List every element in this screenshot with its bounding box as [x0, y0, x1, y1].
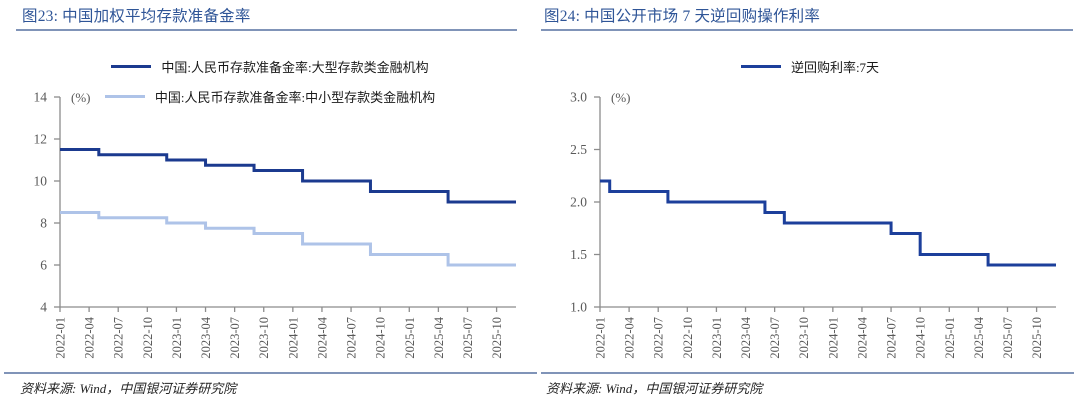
- svg-text:2022-04: 2022-04: [83, 316, 97, 358]
- figure-23-title: 图23: 中国加权平均存款准备金率: [22, 8, 251, 25]
- svg-text:2024-01: 2024-01: [826, 317, 840, 359]
- svg-text:2024-10: 2024-10: [374, 317, 388, 359]
- svg-text:2025-10: 2025-10: [1030, 317, 1044, 359]
- figure-24-source-note: 资料来源: Wind，中国银河证券研究院: [546, 381, 763, 396]
- svg-text:2022-10: 2022-10: [681, 317, 695, 359]
- figure-23-source-note: 资料来源: Wind，中国银河证券研究院: [20, 381, 237, 396]
- figure-23-footer-rule: [4, 372, 537, 374]
- svg-text:2025-10: 2025-10: [490, 317, 504, 359]
- svg-text:1.5: 1.5: [570, 247, 587, 262]
- svg-text:2024-01: 2024-01: [286, 317, 300, 359]
- figure-24-footer-rule: [541, 372, 1074, 374]
- figure-24-chart: 3.0 2.5 2.0 1.5 1.0 2022-01 2022-04 2022-07 2022…: [570, 90, 1056, 359]
- svg-text:2023-04: 2023-04: [199, 316, 213, 358]
- svg-text:2024-10: 2024-10: [914, 317, 928, 359]
- svg-text:2025-01: 2025-01: [403, 317, 417, 359]
- svg-text:2025-01: 2025-01: [943, 317, 957, 359]
- svg-text:2022-10: 2022-10: [141, 317, 155, 359]
- svg-text:4: 4: [40, 300, 47, 315]
- svg-text:2025-04: 2025-04: [972, 316, 986, 358]
- svg-text:2022-01: 2022-01: [54, 317, 68, 359]
- svg-text:2024-07: 2024-07: [345, 317, 359, 359]
- svg-text:2025-07: 2025-07: [1001, 317, 1015, 359]
- svg-text:12: 12: [34, 132, 48, 147]
- svg-text:2023-07: 2023-07: [768, 317, 782, 359]
- figure-24-title-rule: [541, 29, 1073, 31]
- svg-text:2024-04: 2024-04: [315, 316, 329, 358]
- svg-text:2023-10: 2023-10: [257, 317, 271, 359]
- svg-text:2023-10: 2023-10: [797, 317, 811, 359]
- figure-23-title-rule: [16, 29, 517, 31]
- svg-text:1.0: 1.0: [570, 300, 587, 315]
- svg-text:2023-01: 2023-01: [710, 317, 724, 359]
- svg-text:(%): (%): [71, 90, 91, 105]
- figure-24-title: 图24: 中国公开市场 7 天逆回购操作利率: [544, 8, 821, 25]
- svg-text:2022-04: 2022-04: [623, 316, 637, 358]
- svg-text:2023-01: 2023-01: [170, 317, 184, 359]
- figure-24-panel: 图24: 中国公开市场 7 天逆回购操作利率 3.0 2.5 2.0 1.5 1.0 20…: [540, 0, 1080, 406]
- svg-text:2022-07: 2022-07: [112, 317, 126, 359]
- figure-23-panel: 图23: 中国加权平均存款准备金率 14 12 10 8 6 4 2022-01 2022-0…: [4, 8, 537, 396]
- svg-text:14: 14: [34, 90, 48, 105]
- svg-text:2023-04: 2023-04: [739, 316, 753, 358]
- svg-text:2022-07: 2022-07: [652, 317, 666, 359]
- svg-text:2.0: 2.0: [570, 195, 587, 210]
- svg-text:3.0: 3.0: [570, 90, 587, 105]
- svg-text:2025-04: 2025-04: [432, 316, 446, 358]
- svg-text:(%): (%): [611, 90, 631, 105]
- svg-text:10: 10: [34, 174, 48, 189]
- svg-text:2022-01: 2022-01: [594, 317, 608, 359]
- svg-text:6: 6: [40, 258, 47, 273]
- figure-23-chart: 14 12 10 8 6 4 2022-01 2022-04 2022-07 2022-10 202…: [34, 90, 516, 359]
- svg-text:2024-04: 2024-04: [855, 316, 869, 358]
- svg-text:2023-07: 2023-07: [228, 317, 242, 359]
- svg-text:2024-07: 2024-07: [885, 317, 899, 359]
- svg-text:2.5: 2.5: [570, 142, 587, 157]
- svg-text:8: 8: [40, 216, 47, 231]
- svg-text:2025-07: 2025-07: [461, 317, 475, 359]
